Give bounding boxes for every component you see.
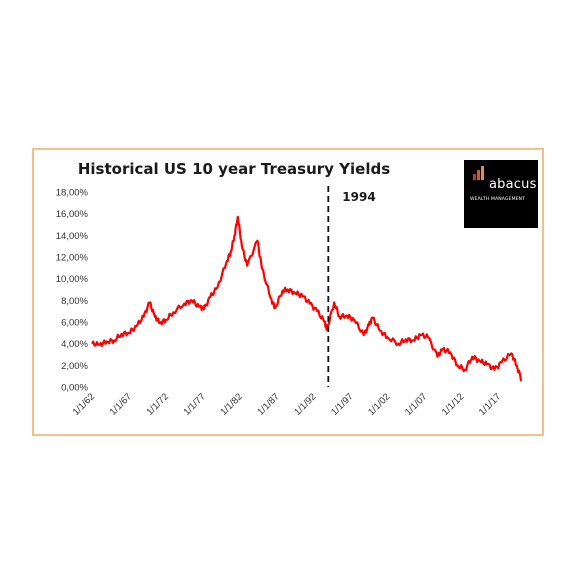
- y-tick-label: 6,00%: [61, 318, 88, 329]
- x-tick-label: 1/1/97: [329, 391, 355, 417]
- y-tick-label: 2,00%: [61, 361, 88, 372]
- yield-series-line: [91, 215, 522, 382]
- x-tick-label: 1/1/62: [71, 391, 97, 417]
- x-tick-label: 1/1/72: [145, 391, 171, 417]
- x-tick-label: 1/1/77: [181, 391, 207, 417]
- x-tick-label: 1/1/02: [366, 391, 392, 417]
- logo-bar: [481, 166, 484, 180]
- y-tick-label: 10,00%: [56, 274, 89, 285]
- y-tick-label: 8,00%: [61, 296, 88, 307]
- chart-title: Historical US 10 year Treasury Yields: [77, 160, 391, 178]
- chart-frame: Historical US 10 year Treasury Yields ab…: [32, 148, 544, 436]
- logo-bar: [473, 174, 476, 180]
- x-tick-label: 1/1/92: [292, 391, 318, 417]
- x-tick-label: 1/1/17: [477, 391, 503, 417]
- logo-name: abacus: [489, 177, 537, 192]
- logo-tagline: WEALTH MANAGEMENT: [470, 197, 526, 202]
- annotation-label: 1994: [342, 190, 375, 204]
- x-tick-label: 1/1/12: [440, 391, 466, 417]
- y-tick-label: 0,00%: [61, 383, 88, 394]
- x-tick-label: 1/1/67: [108, 391, 134, 417]
- line-chart: 0,00% 2,00% 4,00% 6,00% 8,00% 10,00% 12,00% 14,…: [56, 186, 522, 418]
- y-tick-label: 4,00%: [61, 339, 88, 350]
- y-tick-label: 16,00%: [56, 209, 89, 220]
- x-tick-label: 1/1/07: [403, 391, 429, 417]
- y-tick-label: 14,00%: [56, 231, 89, 242]
- x-tick-label: 1/1/87: [255, 391, 281, 417]
- y-tick-label: 18,00%: [56, 188, 89, 199]
- abacus-logo: abacus WEALTH MANAGEMENT: [464, 160, 538, 228]
- x-tick-label: 1/1/82: [218, 391, 244, 417]
- y-tick-label: 12,00%: [56, 253, 89, 264]
- logo-bar: [477, 170, 480, 180]
